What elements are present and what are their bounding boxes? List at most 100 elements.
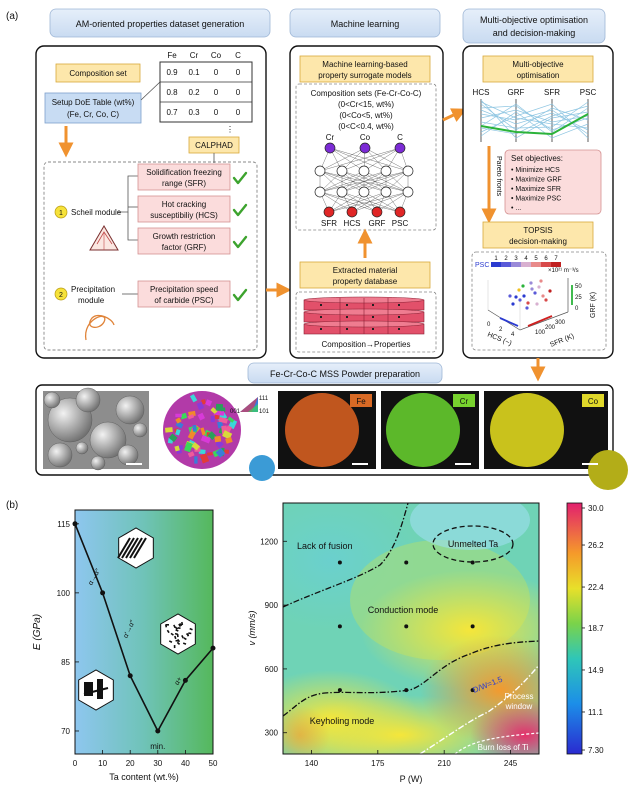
- svg-text:CALPHAD: CALPHAD: [195, 141, 233, 150]
- scatter-point: [511, 302, 515, 306]
- table-cell: 0.3: [188, 108, 200, 117]
- sample-point: [470, 624, 475, 629]
- table-header: Fe: [167, 51, 177, 60]
- psc-tick: 2: [504, 256, 508, 262]
- input-node: [359, 142, 371, 154]
- ebsd-grain: [214, 435, 222, 443]
- label-burn-loss: Burn loss of Ti: [478, 743, 529, 752]
- scatter-point: [522, 294, 526, 298]
- ebsd-grain: [187, 451, 195, 458]
- svg-text:Set objectives:: Set objectives:: [511, 154, 563, 163]
- svg-text:Fe-Cr-Co-C MSS Powder preparat: Fe-Cr-Co-C MSS Powder preparation: [270, 369, 420, 379]
- table-cell: 0: [236, 68, 241, 77]
- ebsd-grain: [210, 407, 218, 415]
- ebsd-grain: [215, 447, 226, 458]
- right-ylabel: v (mm/s): [247, 611, 257, 646]
- colorbar-tick: 14.9: [588, 666, 604, 675]
- pc-selected-line: [480, 113, 589, 136]
- grf-axis-label: GRF (K): [590, 292, 597, 318]
- ebsd-grain: [225, 425, 233, 433]
- svg-text:module: module: [78, 296, 105, 305]
- output-node: [346, 206, 358, 218]
- hidden-node: [402, 186, 414, 198]
- ebsd-grain: [187, 414, 195, 420]
- comp-sets: Composition sets (Fe-Cr-Co-C): [311, 89, 422, 98]
- arrow-col2-col3: [442, 108, 467, 122]
- ebsd-grain: [196, 401, 205, 410]
- modulus-line: [74, 523, 214, 733]
- powder-particle: [90, 455, 106, 471]
- table-cell: 0.1: [188, 68, 200, 77]
- ebsd-legend-111: 111: [259, 396, 269, 402]
- parallel-coordinates-plot: HCS GRF SFR PSC: [473, 88, 597, 142]
- left-xtick: 20: [126, 759, 135, 768]
- svg-text:(Fe, Cr, Co, C): (Fe, Cr, Co, C): [67, 110, 119, 119]
- powder-particle: [75, 387, 101, 413]
- modulus-point: [182, 677, 188, 683]
- min-label: min.: [150, 742, 165, 751]
- pc-line: [480, 105, 589, 135]
- lack-of-fusion-boundary: [283, 503, 409, 608]
- powder-particle: [47, 442, 73, 468]
- table-more: ⋮: [226, 125, 234, 134]
- pc-axis-label: GRF: [508, 88, 525, 97]
- svg-text:Co: Co: [588, 397, 599, 406]
- table-cell: 0: [214, 68, 219, 77]
- left-ytick: 100: [57, 589, 71, 598]
- scatter-point: [518, 298, 522, 302]
- psc-tick: 5: [534, 256, 538, 262]
- pc-line: [480, 109, 589, 135]
- extracted-db-box: Extracted material property database: [299, 261, 431, 289]
- check-icon: [232, 203, 248, 217]
- right-ytick: 600: [265, 665, 279, 674]
- ebsd-grain: [215, 440, 222, 447]
- svg-text:TOPSIS: TOPSIS: [523, 226, 552, 235]
- grf-box: Growth restriction factor (GRF): [137, 227, 231, 255]
- ebsd-image: 111 001 101: [155, 391, 275, 481]
- colorbar-tick: 11.1: [588, 708, 604, 717]
- eds-cr-image: Cr: [381, 391, 479, 469]
- hidden-node: [358, 186, 370, 198]
- ml-model-box: Machine learning-based property surrogat…: [299, 55, 431, 83]
- input-node: [394, 142, 406, 154]
- left-xtick: 40: [181, 759, 190, 768]
- ebsd-grain: [200, 427, 206, 436]
- table-header: Co: [211, 51, 222, 60]
- col3-title: Multi-objective optimisation and decisio…: [462, 8, 606, 44]
- svg-text:Machine learning-based: Machine learning-based: [322, 60, 407, 69]
- hidden-node: [380, 165, 392, 177]
- sample-point: [337, 560, 342, 565]
- svg-text:property surrogate models: property surrogate models: [318, 71, 411, 80]
- left-xtick: 10: [98, 759, 107, 768]
- ebsd-legend-101: 101: [259, 409, 270, 415]
- panel-b-label: (b): [6, 500, 18, 511]
- pc-axis-label: PSC: [580, 88, 597, 97]
- scatter-point: [548, 289, 552, 293]
- right-ytick: 900: [265, 601, 279, 610]
- psc-colorbar-seg: [541, 262, 551, 267]
- ebsd-grain: [175, 429, 181, 436]
- check-icons: [232, 171, 248, 302]
- ebsd-grain: [218, 416, 228, 424]
- panel-a-label: (a): [6, 11, 18, 22]
- process-map-chart: 1200 900 600 300 140 175 210 245: [260, 537, 518, 768]
- sem-image: [43, 387, 149, 471]
- doe-connector: [140, 81, 161, 101]
- scatter-point: [535, 302, 539, 306]
- col2-title: Machine learning: [289, 8, 441, 38]
- objective-item: • ...: [511, 205, 521, 212]
- process-map: [283, 503, 539, 754]
- cond-c: (0<C<0.4, wt%): [338, 122, 394, 131]
- modulus-point: [100, 590, 106, 596]
- label-keyholing: Keyholing mode: [310, 716, 375, 726]
- left-ylabel: E (GPa): [32, 614, 43, 650]
- svg-text:AM-oriented properties dataset: AM-oriented properties dataset generatio…: [76, 19, 245, 29]
- colorbar-tick: 7.30: [588, 746, 604, 755]
- ebsd-grain: [191, 442, 201, 451]
- topsis-box: TOPSIS decision-making: [482, 221, 594, 249]
- svg-text:of carbide (PSC): of carbide (PSC): [154, 296, 213, 305]
- table-header: Cr: [190, 51, 199, 60]
- svg-text:Multi-objective: Multi-objective: [512, 60, 564, 69]
- ebsd-grain: [175, 413, 182, 418]
